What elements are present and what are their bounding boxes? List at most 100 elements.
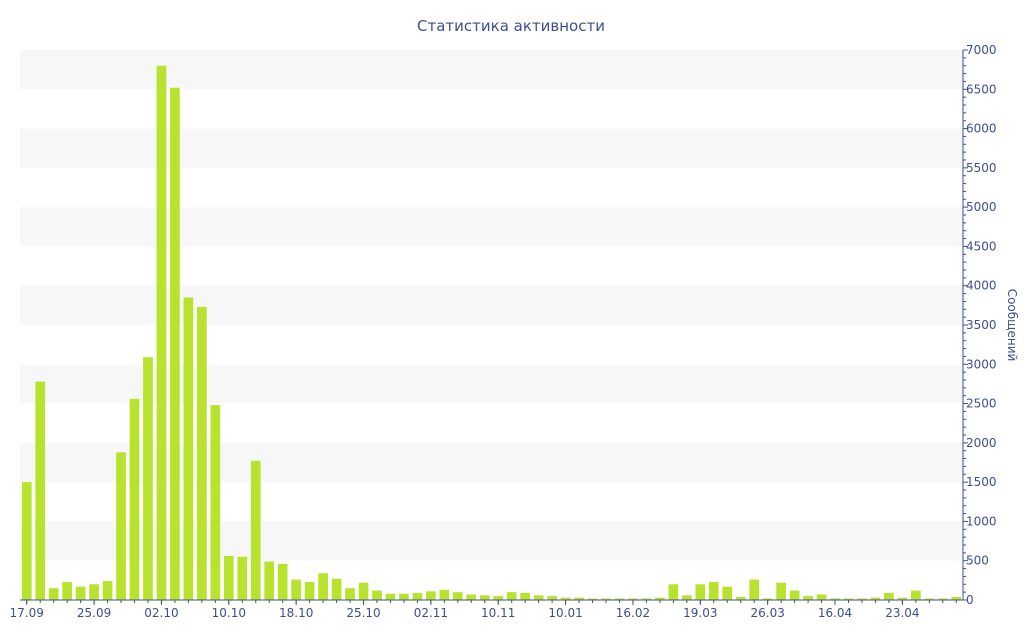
bar: [345, 588, 355, 600]
bar: [520, 592, 531, 600]
chart-title: Статистика активности: [417, 17, 605, 35]
y-tick-label: 4000: [966, 279, 997, 293]
bar: [897, 597, 908, 600]
bar: [479, 595, 490, 600]
bar: [601, 598, 611, 600]
x-tick-label: 19.03: [683, 606, 717, 620]
bar: [695, 584, 706, 600]
x-tick-label: 10.01: [548, 606, 582, 620]
bar: [156, 65, 167, 600]
grid-band: [20, 50, 963, 90]
bar: [89, 584, 99, 600]
x-tick-label: 25.09: [77, 606, 111, 620]
bar: [776, 582, 786, 600]
bar-series: [21, 65, 962, 600]
bar: [277, 563, 288, 600]
y-tick-label: 500: [966, 554, 989, 568]
x-tick-label: 23.04: [885, 606, 919, 620]
bar: [426, 591, 436, 600]
bar: [870, 597, 881, 600]
bar: [816, 594, 827, 600]
bar: [237, 556, 248, 600]
x-tick-label: 25.10: [346, 606, 380, 620]
y-tick-label: 0: [966, 593, 974, 607]
x-tick-label: 16.02: [616, 606, 650, 620]
bar: [399, 593, 409, 600]
y-tick-label: 3500: [966, 318, 997, 332]
bar: [466, 594, 477, 600]
bar: [681, 595, 692, 600]
bar: [129, 398, 140, 600]
bar: [291, 579, 302, 600]
bar: [762, 598, 773, 600]
bar: [628, 598, 638, 600]
bar: [250, 460, 261, 600]
bar: [722, 586, 733, 600]
bar: [547, 596, 557, 600]
bar: [749, 579, 760, 600]
y-tick-label: 3000: [966, 357, 997, 371]
bar: [116, 452, 126, 600]
bar: [264, 561, 275, 600]
bar: [385, 593, 396, 600]
bar: [857, 598, 867, 600]
bar: [331, 578, 342, 600]
bar: [884, 592, 894, 600]
bar: [48, 588, 59, 600]
bar: [318, 573, 328, 600]
bar: [533, 595, 544, 600]
y-tick-label: 6500: [966, 82, 997, 96]
bar: [35, 381, 46, 600]
y-tick-label: 1500: [966, 475, 997, 489]
bar: [143, 357, 153, 600]
bar: [372, 590, 382, 600]
bar: [452, 592, 463, 600]
bar: [937, 598, 948, 600]
y-tick-label: 1000: [966, 514, 997, 528]
y-axis: 0 500 1000 1500 2000 2500 3000 3500 4000 4500 5000…: [962, 43, 997, 607]
bar: [587, 598, 598, 600]
x-tick-label: 10.10: [212, 606, 246, 620]
bar: [951, 596, 962, 600]
y-axis-title: Сообщений: [1005, 289, 1019, 362]
x-tick-label: 26.03: [750, 606, 784, 620]
bar: [493, 596, 504, 600]
y-tick-label: 7000: [966, 43, 997, 57]
x-tick-label: 17.09: [10, 606, 44, 620]
bar: [911, 590, 921, 600]
bar: [655, 597, 665, 600]
x-axis: 17.09 25.09 02.10 10.10 18.10 25.10 02.11 10.11…: [10, 599, 963, 620]
bar: [803, 596, 813, 600]
bar: [668, 584, 679, 600]
bar: [843, 598, 854, 600]
bar: [560, 597, 571, 600]
bar: [170, 87, 180, 600]
y-tick-label: 5000: [966, 200, 997, 214]
bar: [412, 592, 423, 600]
bar: [62, 581, 72, 600]
bar: [789, 590, 800, 600]
x-tick-label: 10.11: [481, 606, 515, 620]
y-tick-label: 6000: [966, 122, 997, 136]
bar: [21, 482, 32, 600]
bar: [102, 581, 113, 600]
bar: [304, 581, 315, 600]
bar: [439, 589, 450, 600]
bar: [641, 598, 652, 600]
bar: [75, 586, 86, 600]
bar: [830, 598, 840, 600]
y-tick-label: 2500: [966, 397, 997, 411]
bar: [183, 297, 194, 600]
x-tick-label: 02.10: [144, 606, 178, 620]
x-tick-label: 18.10: [279, 606, 313, 620]
bar: [708, 581, 719, 600]
bar: [197, 306, 207, 600]
bar: [614, 598, 625, 600]
bar: [223, 556, 234, 600]
x-tick-label: 16.04: [818, 606, 852, 620]
bar: [574, 597, 584, 600]
y-tick-label: 2000: [966, 436, 997, 450]
x-tick-label: 02.11: [414, 606, 448, 620]
